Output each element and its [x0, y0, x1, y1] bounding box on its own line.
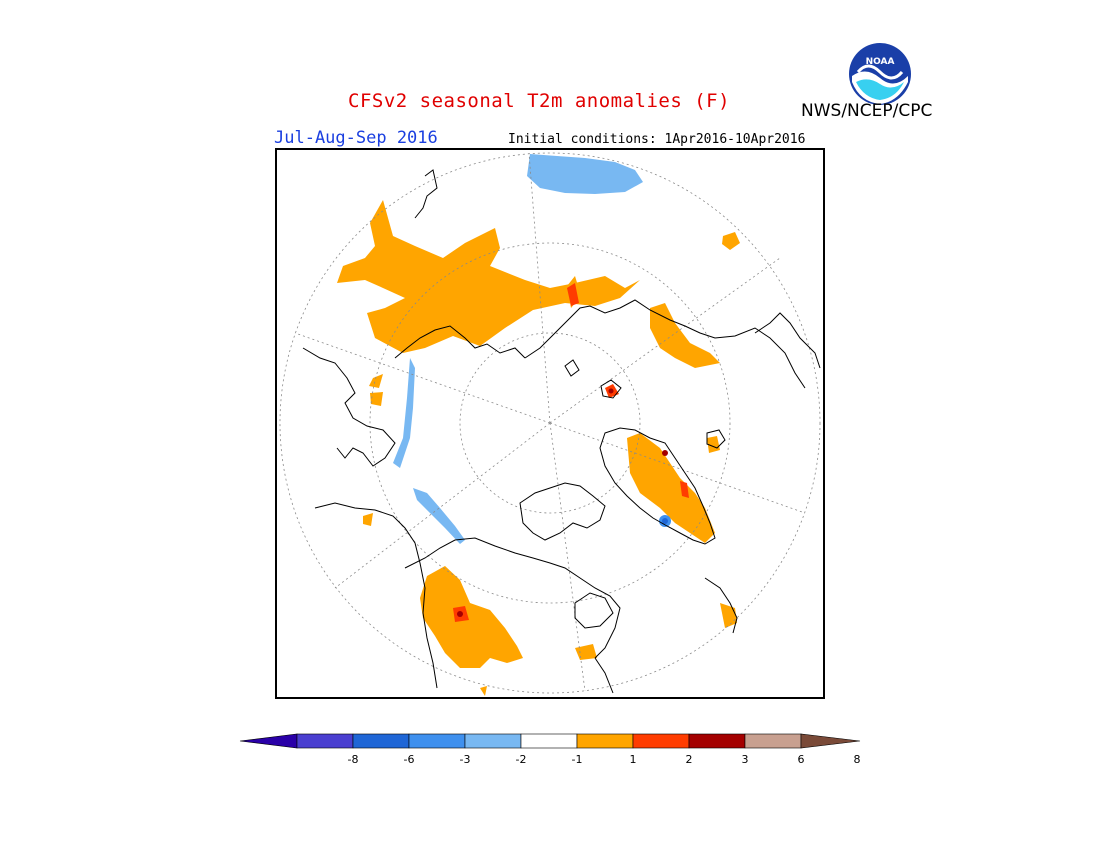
- greenland-cold-spot: [662, 518, 668, 524]
- hot-anomaly-spots: [453, 283, 689, 622]
- rockies-very-hot-spot: [457, 611, 463, 617]
- colorbar-tick-label: 8: [854, 753, 861, 766]
- colorbar-tick-label: 6: [798, 753, 805, 766]
- noaa-logo: NOAA: [849, 43, 911, 105]
- pacific-warm-patch: [722, 232, 740, 250]
- colorbar-tick-label: -2: [516, 753, 527, 766]
- alaska-warm-patch: [363, 513, 373, 526]
- canada-coastline: [404, 537, 621, 659]
- colorbar-tick-label: 3: [742, 753, 749, 766]
- colorbar-box: [688, 733, 746, 749]
- colorbar-tick-label: -1: [572, 753, 583, 766]
- greenland-warm-anomaly: [627, 433, 715, 543]
- anomaly-fields: [337, 200, 740, 696]
- noaa-logo-text: NOAA: [866, 57, 895, 67]
- colorbar-tick-label: -6: [404, 753, 415, 766]
- season-label: Jul-Aug-Sep 2016: [274, 128, 438, 148]
- labrador-coastline: [704, 577, 738, 634]
- russia-coastline: [524, 299, 806, 389]
- graticule: [279, 152, 821, 694]
- hudson-bay-coastline: [574, 592, 614, 629]
- agency-label: NWS/NCEP/CPC: [801, 101, 933, 121]
- chart-title: CFSv2 seasonal T2m anomalies (F): [348, 90, 731, 112]
- colorbar-box: [744, 733, 802, 749]
- scandinavia-warm-anomaly: [369, 374, 383, 388]
- svalbard-very-hot-spot: [608, 388, 614, 394]
- colorbar-tick-label: -3: [460, 753, 471, 766]
- greenland-very-hot-spot: [662, 450, 668, 456]
- europe-coastline: [302, 347, 396, 467]
- us-east-warm-patch: [575, 644, 597, 660]
- iceland-coastline: [706, 429, 726, 449]
- polar-map: [275, 148, 825, 699]
- coastlines: [302, 169, 821, 694]
- initial-conditions-label: Initial conditions: 1Apr2016-10Apr2016: [508, 132, 806, 147]
- canadian-archipelago-coastline: [519, 482, 606, 541]
- colorbar-tick-label: 1: [630, 753, 637, 766]
- europe-russia-warm-anomaly: [337, 200, 640, 353]
- svalbard-coastline: [600, 379, 622, 399]
- colorbar-box: [576, 733, 634, 749]
- alaska-coastline: [314, 502, 421, 564]
- north-atlantic-cool-anomaly: [527, 154, 643, 194]
- north-america-west-coastline: [419, 562, 438, 689]
- colorbar-box: [520, 733, 578, 749]
- colorbar-box: [352, 733, 410, 749]
- colorbar-box: [296, 733, 354, 749]
- colorbar-box: [464, 733, 522, 749]
- us-east-coastline: [594, 657, 614, 694]
- novaya-zemlya-coastline: [564, 359, 580, 377]
- colorbar-tick-label: 2: [686, 753, 693, 766]
- greenland-hot-spot: [680, 481, 689, 498]
- east-asia-coastline: [754, 312, 821, 369]
- cold-anomaly-areas: [393, 154, 671, 544]
- norway-coast-cool-strip: [393, 358, 415, 468]
- iberia-warm-patch: [370, 392, 383, 406]
- greenland-east-warm-patch: [707, 436, 720, 453]
- north-america-warm-anomaly: [420, 566, 523, 668]
- colorbar-tick-label: -8: [348, 753, 359, 766]
- colorbar-high-arrow: [800, 733, 861, 749]
- atlantic-islands-coastline: [414, 169, 438, 219]
- mexico-warm-patch: [480, 686, 487, 696]
- alaska-coast-cool-strip: [413, 488, 465, 544]
- colorbar-box: [408, 733, 466, 749]
- scandinavia-coastline: [394, 325, 526, 359]
- taymyr-hot-spot: [567, 283, 579, 306]
- colorbar-low-arrow: [239, 733, 298, 749]
- color-scale-bar: -8 -6 -3 -2 -1 1 2 3 6 8: [239, 733, 861, 766]
- greenland-coastline: [599, 427, 716, 545]
- colorbar-box: [632, 733, 690, 749]
